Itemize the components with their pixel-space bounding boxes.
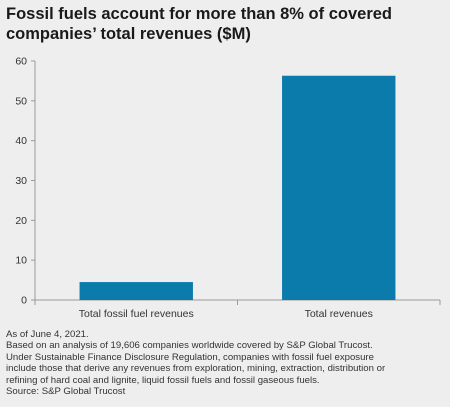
footnote-date: As of June 4, 2021. xyxy=(6,329,89,340)
x-tick-label: Total revenues xyxy=(305,308,373,320)
y-tick-label: 40 xyxy=(15,135,27,147)
footnote-regulation-line-3: refining of hard coal and lignite, liqui… xyxy=(6,374,320,386)
chart-title: Fossil fuels account for more than 8% of… xyxy=(6,5,393,43)
footnote-source: Source: S&P Global Trucost xyxy=(6,386,126,398)
footnote-regulation-line-2: include those that derive any revenues f… xyxy=(6,363,386,375)
y-tick-label: 10 xyxy=(15,255,27,267)
footnote-analysis: Based on an analysis of 19,606 companies… xyxy=(6,340,373,352)
footnote-regulation-line-1: Under Sustainable Finance Disclosure Reg… xyxy=(6,351,374,363)
bar-total-fossil-fuel-revenues xyxy=(79,282,193,300)
x-tick-label: Total fossil fuel revenues xyxy=(79,308,194,320)
y-tick-label: 60 xyxy=(15,56,27,68)
y-tick-label: 20 xyxy=(15,215,27,227)
y-tick-label: 30 xyxy=(15,175,27,187)
bar-total-revenues xyxy=(282,75,396,300)
chart-footnote: As of June 4, 2021. Based on an analysis… xyxy=(6,329,446,397)
y-axis: 0 10 20 30 40 50 60 xyxy=(15,56,36,307)
y-tick-label: 50 xyxy=(15,95,27,107)
bars xyxy=(79,75,396,300)
x-axis xyxy=(34,299,441,305)
x-tick-labels: Total fossil fuel revenues Total revenues xyxy=(79,308,373,320)
y-tick-label: 0 xyxy=(21,295,27,307)
bar-chart: 0 10 20 30 40 50 60 Total fossil fuel revenues… xyxy=(15,56,441,320)
